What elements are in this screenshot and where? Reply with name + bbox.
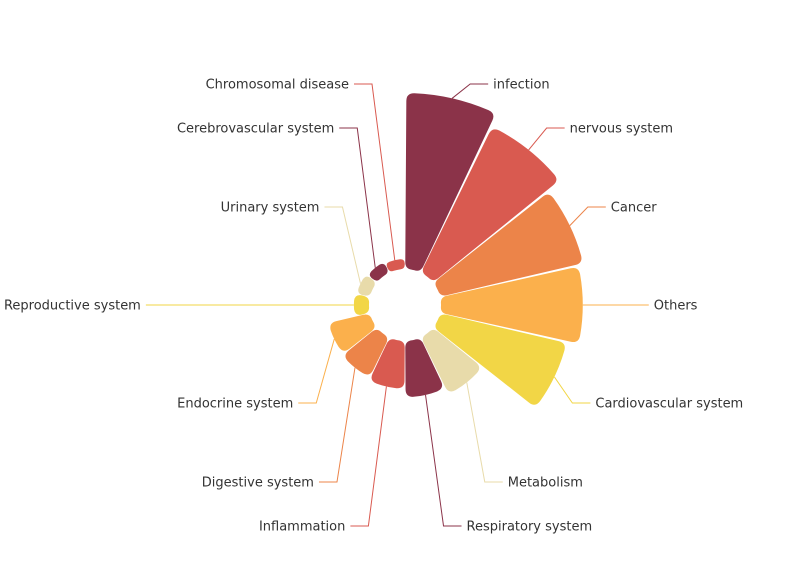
slice-infection[interactable]	[405, 93, 494, 271]
slice-respiratory-system[interactable]	[405, 339, 443, 397]
labels-group: infection nervous system Cancer Others Cardi…	[4, 78, 743, 535]
leader-line-chromosomal-disease	[354, 83, 396, 261]
leader-line-metabolism	[466, 382, 503, 483]
label-chromosomal-disease: Chromosomal disease	[206, 78, 349, 93]
label-inflammation: Inflammation	[259, 520, 345, 535]
leader-line-infection	[451, 83, 489, 99]
label-digestive-system: Digestive system	[202, 476, 314, 491]
slice-others[interactable]	[440, 267, 583, 343]
slice-inflammation[interactable]	[371, 339, 405, 389]
leader-line-nervous-system	[528, 127, 565, 151]
leader-line-digestive-system	[318, 367, 356, 483]
slice-digestive-system[interactable]	[345, 329, 388, 375]
leader-line-respiratory-system	[425, 394, 462, 527]
slice-cardiovascular-system[interactable]	[435, 314, 565, 405]
leader-line-endocrine-system	[298, 338, 335, 404]
leader-line-inflammation	[350, 386, 387, 527]
label-endocrine-system: Endocrine system	[177, 397, 293, 412]
slice-nervous-system[interactable]	[422, 129, 557, 281]
label-metabolism: Metabolism	[508, 476, 583, 491]
label-nervous-system: nervous system	[570, 122, 673, 137]
label-cerebrovascular-system: Cerebrovascular system	[177, 122, 334, 137]
label-others: Others	[654, 299, 698, 314]
slice-chromosomal-disease[interactable]	[386, 259, 405, 272]
leader-line-cardiovascular-system	[553, 376, 591, 404]
leader-line-cancer	[569, 206, 606, 226]
label-reproductive-system: Reproductive system	[4, 299, 141, 314]
slice-cerebrovascular-system[interactable]	[369, 263, 388, 281]
label-infection: infection	[493, 78, 549, 93]
slice-urinary-system[interactable]	[358, 276, 375, 296]
leader-line-cerebrovascular-system	[339, 127, 376, 268]
label-cardiovascular-system: Cardiovascular system	[595, 397, 743, 412]
slice-cancer[interactable]	[435, 194, 582, 296]
leader-lines-group	[145, 83, 649, 527]
slice-metabolism[interactable]	[422, 329, 480, 392]
slice-endocrine-system[interactable]	[330, 314, 375, 351]
label-cancer: Cancer	[611, 201, 657, 216]
slice-reproductive-system[interactable]	[353, 295, 370, 315]
label-urinary-system: Urinary system	[221, 201, 320, 216]
leader-line-urinary-system	[324, 206, 361, 284]
slices-group	[330, 93, 583, 405]
label-respiratory-system: Respiratory system	[467, 520, 593, 535]
